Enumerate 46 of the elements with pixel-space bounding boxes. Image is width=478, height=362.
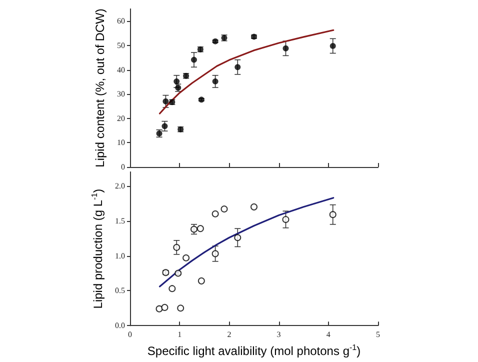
point [177, 304, 184, 312]
point [190, 226, 198, 233]
point [234, 64, 241, 70]
x-tick-label: 2 [227, 330, 232, 340]
point [156, 305, 163, 312]
y-tick-label: 2.0 [115, 181, 125, 190]
y-axis-title: Lipid content (%, out of DCW) [93, 8, 107, 168]
point [190, 56, 197, 63]
point [173, 244, 180, 251]
x-tick-label: 4 [326, 330, 330, 340]
x-tick-label: 1 [178, 330, 182, 340]
y-tick-label: 30 [117, 90, 125, 99]
point [161, 304, 168, 311]
y-tick-label: 0 [121, 162, 125, 172]
point [198, 277, 205, 284]
point [330, 42, 336, 49]
point [250, 203, 258, 210]
point [212, 78, 218, 84]
point [168, 285, 176, 292]
y-tick-label: 40 [117, 65, 125, 74]
point [212, 250, 219, 258]
point [162, 98, 169, 104]
point [212, 210, 219, 218]
point [212, 38, 218, 44]
point [282, 45, 289, 52]
y-tick-label: 1.5 [115, 216, 125, 226]
y-axis-title: Lipid production (g L-1) [90, 188, 106, 309]
point [234, 234, 242, 242]
y-tick-label: 0.5 [115, 286, 125, 296]
y-tick-label: 10 [117, 138, 125, 148]
y-tick-label: 50 [117, 40, 125, 50]
line-series [158, 29, 334, 114]
line-series [158, 197, 334, 288]
point [196, 225, 204, 232]
y-tick-label: 20 [117, 114, 125, 123]
y-tick-label: 1.0 [115, 251, 125, 260]
x-tick-label: 0 [128, 330, 132, 340]
point [282, 216, 290, 223]
point [174, 78, 180, 84]
point [329, 211, 336, 218]
point [220, 206, 228, 212]
y-tick-label: 60 [117, 16, 125, 26]
y-tick-label: 0.0 [115, 321, 125, 330]
x-tick-label: 3 [276, 330, 281, 340]
point [182, 254, 190, 262]
x-tick-label: 5 [376, 330, 380, 340]
